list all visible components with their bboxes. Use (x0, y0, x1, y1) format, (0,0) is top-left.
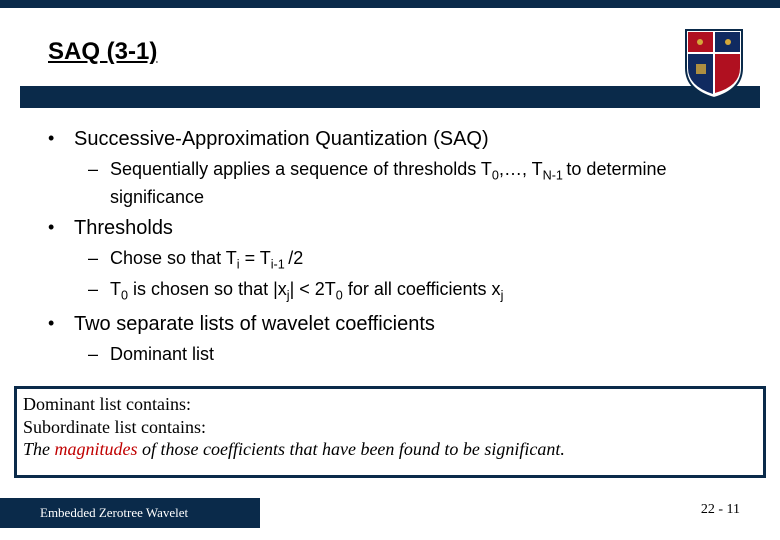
overlay-line-3: The magnitudes of those coefficients tha… (23, 438, 757, 461)
sub-bullet: – Sequentially applies a sequence of thr… (88, 157, 750, 209)
footer-bar: Embedded Zerotree Wavelet (0, 498, 260, 528)
bullet-dot-icon: • (48, 311, 74, 338)
sub-bullet-text: T0 is chosen so that |xj| < 2T0 for all … (110, 277, 503, 305)
dash-icon: – (88, 342, 110, 366)
sub-bullet-text: Dominant list (110, 342, 214, 366)
sub-bullet-text: Sequentially applies a sequence of thres… (110, 157, 750, 209)
sub-bullet: – Chose so that Ti = Ti-1 /2 (88, 246, 750, 274)
top-accent-strip (0, 0, 780, 8)
footer-text: Embedded Zerotree Wavelet (40, 505, 188, 521)
dash-icon: – (88, 277, 110, 305)
highlight-magnitudes: magnitudes (55, 439, 138, 459)
dash-icon: – (88, 157, 110, 209)
sub-bullet-text: Chose so that Ti = Ti-1 /2 (110, 246, 303, 274)
university-shield-icon (684, 28, 744, 100)
bullet-text: Two separate lists of wavelet coefficien… (74, 311, 435, 338)
page-number: 22 - 11 (701, 502, 740, 518)
header: SAQ (3-1) (0, 8, 780, 100)
dash-icon: – (88, 246, 110, 274)
bullet-two-lists: • Two separate lists of wavelet coeffici… (48, 311, 750, 338)
slide: SAQ (3-1) • Successive-Approximation Qua… (0, 0, 780, 540)
bullet-dot-icon: • (48, 126, 74, 153)
bullet-saq: • Successive-Approximation Quantization … (48, 126, 750, 153)
title-bar (20, 86, 760, 108)
slide-title: SAQ (3-1) (48, 38, 157, 66)
sub-bullet: – Dominant list (88, 342, 750, 366)
content-area: • Successive-Approximation Quantization … (48, 120, 750, 366)
bullet-text: Thresholds (74, 215, 173, 242)
sub-bullet: – T0 is chosen so that |xj| < 2T0 for al… (88, 277, 750, 305)
overlay-callout-box: Dominant list contains: Subordinate list… (14, 386, 766, 478)
bullet-text: Successive-Approximation Quantization (S… (74, 126, 489, 153)
bullet-dot-icon: • (48, 215, 74, 242)
bullet-thresholds: • Thresholds (48, 215, 750, 242)
overlay-line-1: Dominant list contains: (23, 393, 757, 416)
overlay-line-2: Subordinate list contains: (23, 416, 757, 439)
